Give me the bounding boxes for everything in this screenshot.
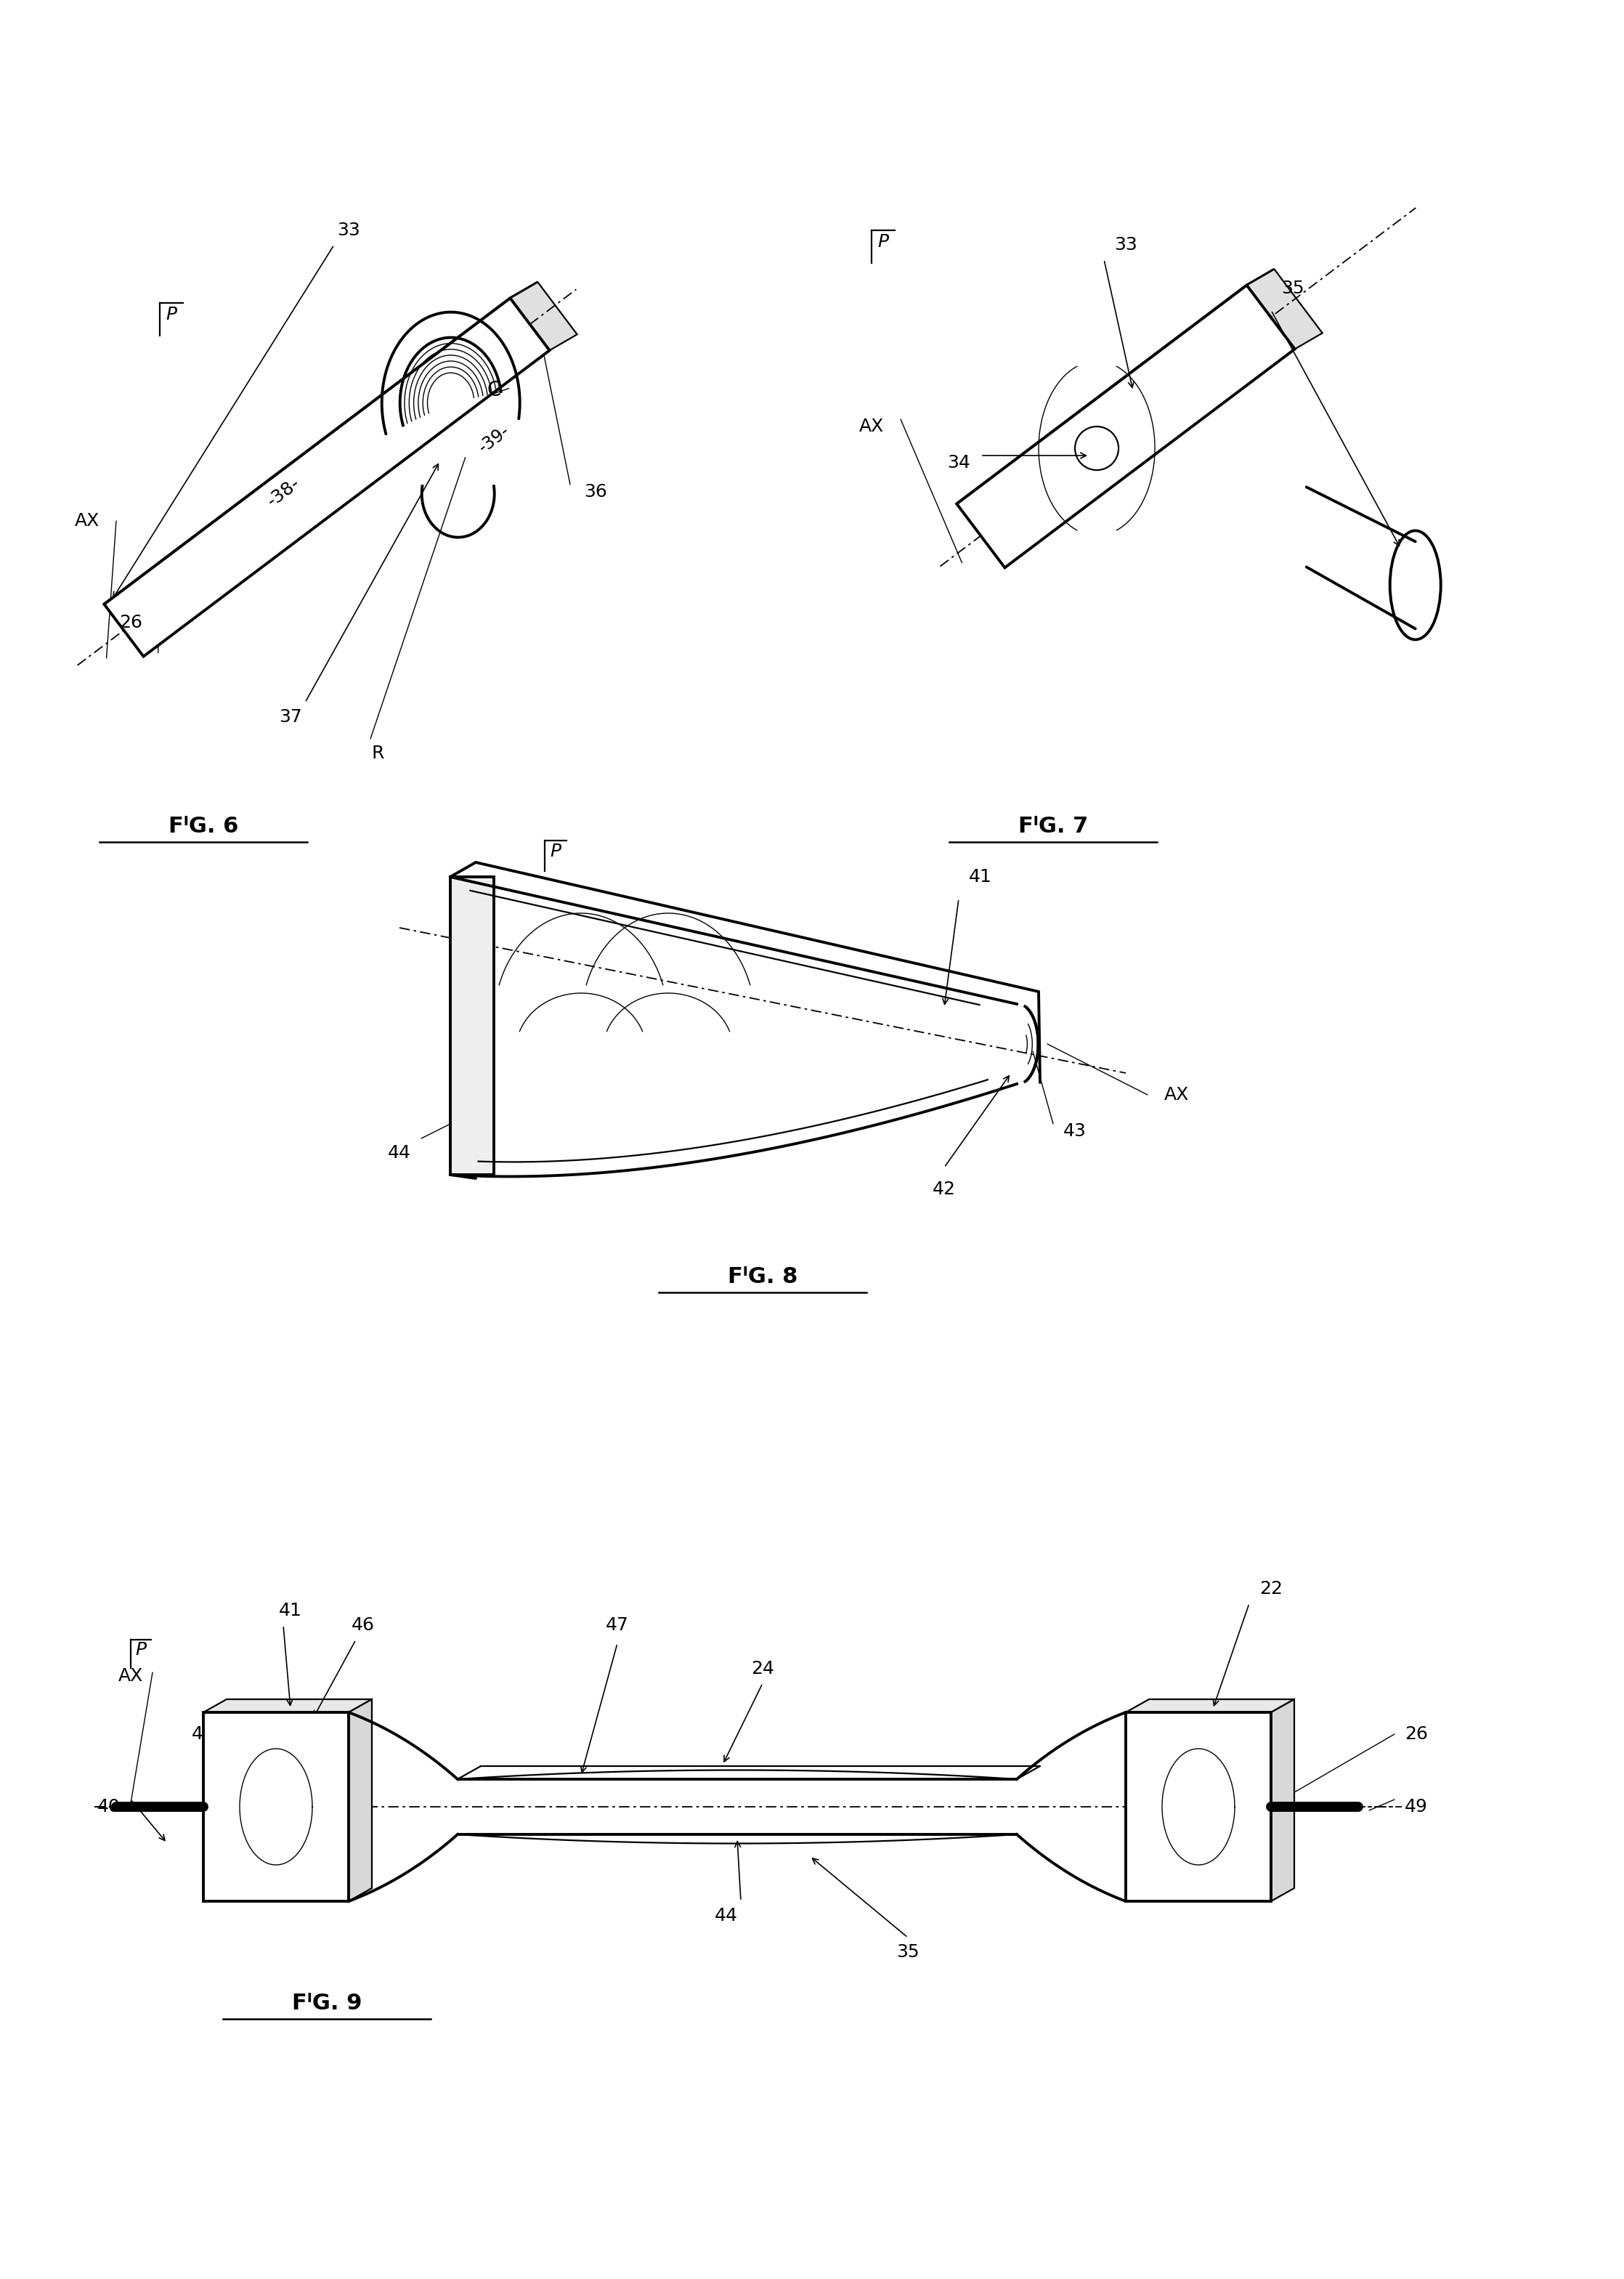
Text: R: R — [372, 745, 383, 761]
Text: 41: 41 — [279, 1602, 302, 1620]
Text: 34: 34 — [947, 454, 970, 472]
Text: 46: 46 — [351, 1616, 375, 1634]
Polygon shape — [1247, 269, 1322, 349]
Text: 36: 36 — [1150, 1871, 1174, 1887]
Text: AX: AX — [1164, 1087, 1189, 1103]
Polygon shape — [203, 1712, 349, 1901]
Polygon shape — [1125, 1712, 1272, 1901]
Text: P: P — [551, 843, 562, 859]
Text: 35: 35 — [1281, 280, 1304, 296]
Polygon shape — [104, 283, 538, 604]
Text: AX: AX — [119, 1668, 143, 1684]
Text: AX: AX — [75, 513, 99, 529]
Text: 26: 26 — [1405, 1725, 1427, 1743]
Text: C: C — [487, 381, 500, 401]
Text: 40: 40 — [97, 1798, 120, 1816]
Text: 43: 43 — [265, 1871, 287, 1887]
Polygon shape — [1272, 1700, 1294, 1901]
Text: 24: 24 — [750, 1659, 775, 1677]
Text: 35: 35 — [896, 1944, 919, 1960]
Polygon shape — [349, 1700, 372, 1901]
Text: P: P — [135, 1641, 146, 1659]
Text: 43: 43 — [1064, 1124, 1086, 1140]
Text: 48: 48 — [192, 1725, 214, 1743]
Polygon shape — [1125, 1700, 1294, 1712]
Text: FᴵG. 7: FᴵG. 7 — [1018, 816, 1088, 836]
Text: AX: AX — [859, 417, 883, 435]
Text: -39-: -39- — [476, 422, 513, 456]
Polygon shape — [510, 283, 577, 351]
Polygon shape — [957, 285, 1294, 567]
Text: FᴵG. 6: FᴵG. 6 — [169, 816, 239, 836]
Text: P: P — [166, 305, 177, 324]
Text: 47: 47 — [606, 1616, 628, 1634]
Polygon shape — [957, 269, 1275, 504]
Text: 33: 33 — [338, 221, 361, 239]
Text: 44: 44 — [388, 1144, 411, 1162]
Text: 36: 36 — [585, 483, 607, 501]
Text: FᴵG. 9: FᴵG. 9 — [292, 1992, 362, 2012]
Text: 49: 49 — [1405, 1798, 1427, 1816]
Text: 37: 37 — [279, 709, 302, 725]
Text: 41: 41 — [970, 868, 992, 887]
Text: 26: 26 — [119, 613, 143, 631]
Text: P: P — [877, 232, 888, 251]
Polygon shape — [450, 877, 494, 1174]
Text: -38-: -38- — [263, 474, 304, 510]
Text: 42: 42 — [932, 1181, 957, 1199]
Text: 33: 33 — [1114, 237, 1137, 253]
Polygon shape — [203, 1700, 372, 1712]
Polygon shape — [104, 299, 549, 656]
Text: 44: 44 — [715, 1908, 737, 1923]
Text: 22: 22 — [1259, 1579, 1283, 1598]
Text: FᴵG. 8: FᴵG. 8 — [728, 1265, 797, 1288]
